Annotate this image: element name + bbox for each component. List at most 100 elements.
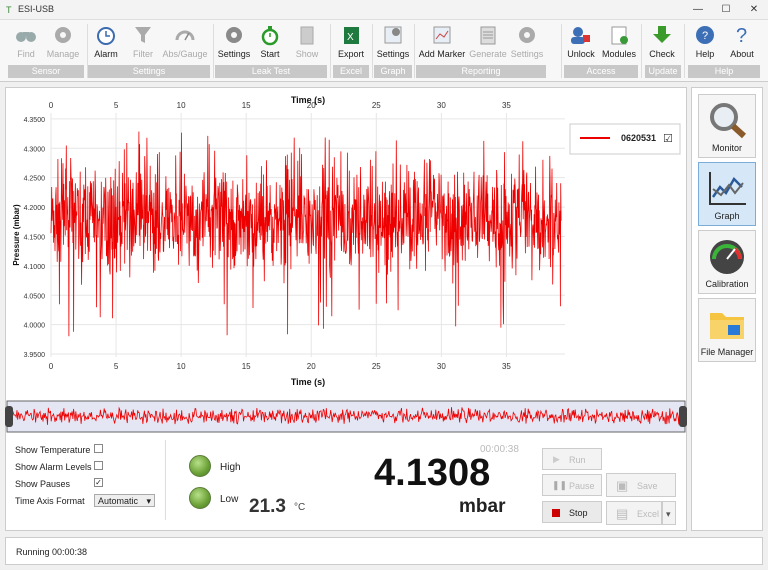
help-button[interactable]: ? Help <box>688 24 722 59</box>
about-button[interactable]: ? About <box>724 24 760 59</box>
show-pauses-checkbox[interactable]: ✓ <box>94 478 103 487</box>
manage-button[interactable]: Manage <box>44 24 82 59</box>
y-tick-label: 4.1500 <box>24 234 46 241</box>
x-tick-label-top: 5 <box>114 101 119 110</box>
nav-graph[interactable]: Graph <box>698 162 756 226</box>
time-axis-format-select[interactable]: Automatic ▾ <box>94 494 155 507</box>
unlock-button[interactable]: Unlock <box>564 24 598 59</box>
x-tick-label-top: 30 <box>437 101 446 110</box>
x-tick-label-bottom: 15 <box>242 362 251 371</box>
elapsed-time: 00:00:38 <box>480 444 519 455</box>
group-help: Help <box>688 65 760 78</box>
y-tick-label: 4.0500 <box>24 293 46 300</box>
y-tick-label: 4.1000 <box>24 264 46 271</box>
nav-monitor[interactable]: Monitor <box>698 94 756 158</box>
stopwatch-icon <box>261 26 279 46</box>
legend-checkbox[interactable]: ☑ <box>663 132 673 145</box>
help-icon: ? <box>696 26 714 44</box>
funnel-icon <box>135 27 151 43</box>
pause-icon: ❚❚ <box>552 480 568 490</box>
y-tick-label: 4.0000 <box>24 323 46 330</box>
close-button[interactable]: ✕ <box>749 4 759 15</box>
show-alarm-levels-label: Show Alarm Levels <box>15 462 92 472</box>
x-tick-label-bottom: 30 <box>437 362 446 371</box>
add-marker-button[interactable]: Add Marker <box>416 24 468 59</box>
x-tick-label-top: 10 <box>177 101 186 110</box>
save-button[interactable]: ▣ Save <box>606 473 676 497</box>
report-settings-button[interactable]: Settings <box>508 24 546 59</box>
find-button[interactable]: Find <box>12 24 40 59</box>
group-sensor: Sensor <box>8 65 84 78</box>
abs-gauge-button[interactable]: Abs/Gauge <box>160 24 210 59</box>
gear-icon <box>519 27 535 43</box>
show-alarm-levels-checkbox[interactable] <box>94 461 103 470</box>
alarm-button[interactable]: Alarm <box>92 24 120 59</box>
generate-button[interactable]: Generate <box>468 24 508 59</box>
low-label: Low <box>220 494 239 505</box>
add-marker-icon <box>433 26 451 44</box>
status-bar: Running 00:00:38 <box>5 537 763 565</box>
group-settings: Settings <box>88 65 210 78</box>
show-temperature-checkbox[interactable] <box>94 444 103 453</box>
stop-icon <box>552 509 560 517</box>
temperature-unit: °C <box>294 502 306 513</box>
group-leak-test: Leak Test <box>215 65 327 78</box>
x-tick-label-bottom: 10 <box>177 362 186 371</box>
overview-right-handle[interactable] <box>679 406 687 427</box>
check-button[interactable]: Check <box>645 24 679 59</box>
excel-icon: ▤ <box>616 506 629 521</box>
report-icon <box>480 26 496 45</box>
x-tick-label-bottom: 25 <box>372 362 381 371</box>
alarm-clock-icon <box>97 27 115 45</box>
y-axis-title: Pressure (mbar) <box>12 204 21 266</box>
nav-file-manager[interactable]: File Manager <box>698 298 756 362</box>
ribbon-toolbar: Find Manage Alarm Filter Abs/Gauge Setti… <box>0 20 768 82</box>
group-access: Access <box>564 65 638 78</box>
gear-icon <box>226 27 242 43</box>
download-arrow-icon <box>653 26 671 43</box>
time-axis-format-label: Time Axis Format <box>15 496 85 506</box>
filter-button[interactable]: Filter <box>128 24 158 59</box>
question-icon: ? <box>736 25 747 46</box>
svg-text:?: ? <box>702 30 708 42</box>
magnifier-icon <box>710 103 747 139</box>
leak-settings-button[interactable]: Settings <box>216 24 252 59</box>
gear-icon <box>55 27 71 43</box>
x-axis-title-top: Time (s) <box>291 95 325 105</box>
y-tick-label: 4.3000 <box>24 146 46 153</box>
stop-button[interactable]: Stop <box>542 501 602 523</box>
overview-series <box>10 406 682 425</box>
low-alarm-lamp <box>189 487 211 509</box>
play-icon: ▶ <box>553 454 560 464</box>
overview-scrollbar[interactable] <box>5 400 687 433</box>
x-tick-label-top: 0 <box>49 101 54 110</box>
nav-calibration[interactable]: Calibration <box>698 230 756 294</box>
x-tick-label-bottom: 5 <box>114 362 119 371</box>
export-button[interactable]: X Export <box>334 24 368 59</box>
graph-icon <box>709 172 746 205</box>
modules-button[interactable]: Modules <box>600 24 638 59</box>
window-title: ESI-USB <box>18 4 55 14</box>
users-icon <box>571 27 590 44</box>
minimize-button[interactable]: — <box>693 4 703 15</box>
title-bar: T ESI-USB — ☐ ✕ <box>0 0 768 20</box>
clipboard-icon <box>300 26 314 45</box>
excel-dropdown-button[interactable]: ▾ <box>662 501 676 525</box>
y-tick-label: 3.9500 <box>24 352 46 359</box>
graph-settings-button[interactable]: Settings <box>374 24 412 59</box>
overview-left-handle[interactable] <box>5 406 13 427</box>
y-tick-label: 4.3500 <box>24 117 46 124</box>
start-button[interactable]: Start <box>256 24 284 59</box>
group-reporting: Reporting <box>416 65 546 78</box>
gauge-icon <box>175 30 195 41</box>
group-update: Update <box>645 65 681 78</box>
folder-icon <box>710 313 744 339</box>
maximize-button[interactable]: ☐ <box>721 4 731 15</box>
pause-button[interactable]: ❚❚ Pause <box>542 474 602 496</box>
series-line-0620531 <box>50 131 562 337</box>
excel-export-button[interactable]: ▤ Excel <box>606 501 662 525</box>
high-alarm-lamp <box>189 455 211 477</box>
pressure-chart[interactable]: 0 0 5 5 10 10 15 15 20 20 25 25 30 30 35 35 3.9500 4.0000… <box>5 87 687 397</box>
run-button[interactable]: ▶ Run <box>542 448 602 470</box>
show-button[interactable]: Show <box>292 24 322 59</box>
